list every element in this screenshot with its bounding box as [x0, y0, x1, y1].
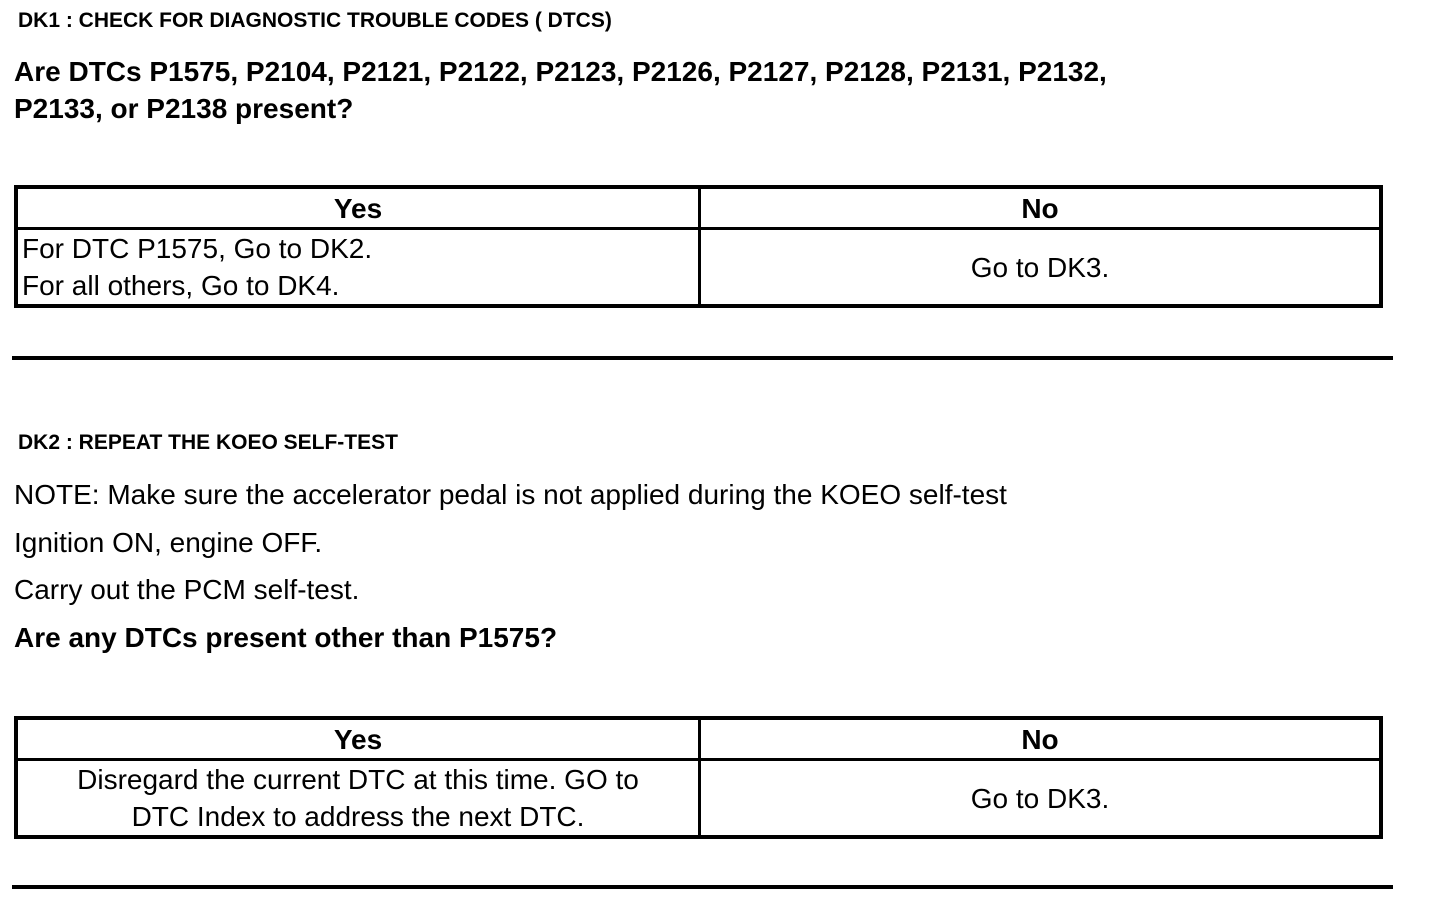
section-divider — [12, 356, 1393, 360]
no-header: No — [698, 716, 1383, 761]
dk1-question-line1: Are DTCs P1575, P2104, P2121, P2122, P21… — [14, 56, 1107, 87]
section-divider — [12, 885, 1393, 889]
dk1-question: Are DTCs P1575, P2104, P2121, P2122, P21… — [14, 53, 1107, 127]
dk1-heading: DK1 : CHECK FOR DIAGNOSTIC TROUBLE CODES… — [18, 9, 612, 32]
yes-header: Yes — [14, 716, 701, 761]
yes-cell: For DTC P1575, Go to DK2. For all others… — [14, 227, 701, 308]
yes-line2: DTC Index to address the next DTC. — [131, 801, 585, 832]
yes-line1: For DTC P1575, Go to DK2. — [22, 233, 373, 264]
dk2-heading: DK2 : REPEAT THE KOEO SELF-TEST — [18, 431, 398, 454]
yes-line2: For all others, Go to DK4. — [22, 270, 340, 301]
no-cell: Go to DK3. — [698, 758, 1383, 839]
dk1-result-table: Yes No For DTC P1575, Go to DK2. For all… — [14, 185, 1383, 308]
no-cell: Go to DK3. — [698, 227, 1383, 308]
dk2-step1: Ignition ON, engine OFF. — [14, 527, 323, 558]
dk2-result-table: Yes No Disregard the current DTC at this… — [14, 716, 1383, 839]
yes-header: Yes — [14, 185, 701, 230]
yes-line1: Disregard the current DTC at this time. … — [77, 764, 639, 795]
yes-cell: Disregard the current DTC at this time. … — [14, 758, 701, 839]
dk1-question-line2: P2133, or P2138 present? — [14, 93, 354, 124]
dk2-note: NOTE: Make sure the accelerator pedal is… — [14, 479, 1007, 510]
dk2-question: Are any DTCs present other than P1575? — [14, 622, 558, 653]
no-header: No — [698, 185, 1383, 230]
dk2-step2: Carry out the PCM self-test. — [14, 574, 360, 605]
